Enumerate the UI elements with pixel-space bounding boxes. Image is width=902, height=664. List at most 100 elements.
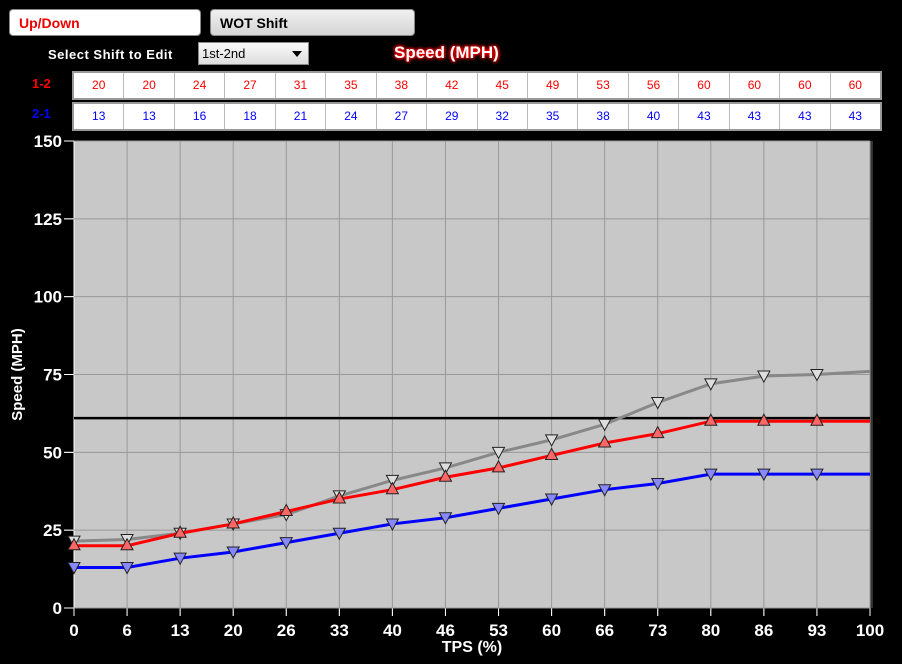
- shift-select-dropdown[interactable]: 1st-2nd: [198, 42, 309, 65]
- x-tick-label: 73: [648, 621, 667, 640]
- data-point-marker: [703, 413, 718, 426]
- data-point-marker: [385, 481, 400, 495]
- x-tick-label: 93: [807, 621, 826, 640]
- data-point-marker: [226, 546, 241, 560]
- data-point-marker: [279, 503, 294, 516]
- wot-shift-button[interactable]: WOT Shift: [210, 9, 415, 36]
- series-line: [74, 472, 870, 570]
- table-cell[interactable]: 45: [478, 73, 528, 98]
- table-cell[interactable]: 31: [276, 73, 327, 98]
- table-cell[interactable]: 40: [629, 104, 680, 129]
- data-point-marker: [173, 525, 187, 538]
- data-point-marker: [544, 434, 559, 447]
- series-line: [74, 419, 870, 548]
- x-axis-label: TPS (%): [442, 639, 502, 656]
- up-down-button[interactable]: Up/Down: [9, 9, 201, 36]
- table-cell[interactable]: 20: [124, 73, 175, 98]
- x-tick-label: 6: [122, 621, 131, 640]
- table-cell[interactable]: 32: [478, 104, 528, 129]
- data-point-marker: [597, 418, 612, 432]
- table-cell[interactable]: 13: [124, 104, 175, 129]
- data-point-marker: [226, 515, 241, 529]
- x-tick-label: 40: [383, 621, 402, 640]
- data-point-marker: [544, 447, 559, 460]
- table-cell[interactable]: 27: [225, 73, 276, 98]
- data-point-marker: [810, 413, 824, 426]
- upshift-row: 20 20 24 27 31 35 38 42 45 49 53 56 60 60 60 60: [72, 71, 882, 100]
- row-label-1-2: 1-2: [32, 76, 51, 91]
- chevron-down-icon: [292, 51, 302, 57]
- table-cell[interactable]: 13: [74, 104, 125, 129]
- data-point-marker: [597, 434, 612, 448]
- data-point-marker: [650, 477, 665, 491]
- table-cell[interactable]: 16: [175, 104, 226, 129]
- data-point-marker: [491, 459, 506, 473]
- y-tick-label: 75: [43, 366, 62, 385]
- table-cell[interactable]: 60: [780, 73, 831, 98]
- data-point-marker: [332, 527, 347, 541]
- x-tick-label: 66: [595, 621, 614, 640]
- y-tick-label: 0: [53, 599, 62, 618]
- x-tick-label: 86: [754, 621, 773, 640]
- data-point-marker: [438, 462, 453, 475]
- table-cell[interactable]: 60: [848, 78, 862, 92]
- x-tick-label: 53: [489, 621, 508, 640]
- data-point-marker: [491, 502, 506, 516]
- data-point-marker: [650, 425, 665, 439]
- data-point-marker: [703, 468, 718, 482]
- table-cell[interactable]: 43: [780, 104, 831, 129]
- table-cell[interactable]: 18: [225, 104, 276, 129]
- table-cell[interactable]: 29: [427, 104, 478, 129]
- downshift-row: 13 13 16 18 21 24 27 29 32 35 38 40 43 43 43 43: [72, 102, 882, 131]
- x-tick-label: 0: [69, 621, 78, 640]
- y-tick-label: 150: [34, 132, 62, 151]
- data-point-marker: [385, 518, 400, 531]
- table-cell[interactable]: 60: [679, 73, 730, 98]
- table-cell[interactable]: 38: [377, 73, 428, 98]
- table-cell[interactable]: 56: [629, 73, 680, 98]
- y-tick-label: 50: [43, 443, 62, 462]
- table-cell[interactable]: 24: [326, 104, 377, 129]
- table-cell[interactable]: 49: [528, 73, 579, 98]
- x-tick-label: 46: [436, 621, 455, 640]
- x-tick-label: 80: [701, 621, 720, 640]
- x-tick-label: 26: [277, 621, 296, 640]
- data-point-marker: [810, 369, 824, 382]
- table-cell[interactable]: 42: [427, 73, 478, 98]
- y-axis-label: Speed (MPH): [9, 328, 26, 421]
- x-tick-label: 13: [171, 621, 190, 640]
- table-cell[interactable]: 27: [377, 104, 428, 129]
- x-tick-label: 33: [330, 621, 349, 640]
- table-cell[interactable]: 21: [276, 104, 327, 129]
- y-tick-label: 25: [43, 521, 62, 540]
- data-point-marker: [810, 468, 824, 482]
- data-point-marker: [757, 413, 771, 426]
- data-point-marker: [385, 474, 400, 488]
- x-tick-label: 100: [856, 621, 884, 640]
- table-cell[interactable]: 20: [74, 73, 125, 98]
- row-label-2-1: 2-1: [32, 106, 51, 121]
- table-cell[interactable]: 43: [848, 109, 862, 123]
- data-point-marker: [67, 537, 81, 551]
- data-point-marker: [544, 493, 559, 507]
- data-point-marker: [650, 397, 665, 410]
- table-cell[interactable]: 35: [326, 73, 377, 98]
- data-point-marker: [757, 468, 771, 482]
- data-point-marker: [597, 484, 612, 497]
- table-cell[interactable]: 38: [578, 104, 629, 129]
- x-tick-label: 60: [542, 621, 561, 640]
- select-shift-label: Select Shift to Edit: [48, 47, 173, 62]
- data-point-marker: [332, 490, 347, 504]
- table-cell[interactable]: 24: [175, 73, 226, 98]
- y-tick-label: 125: [34, 210, 62, 229]
- data-point-marker: [757, 370, 771, 384]
- table-cell[interactable]: 53: [578, 73, 629, 98]
- table-cell[interactable]: 60: [730, 73, 781, 98]
- table-cell[interactable]: 35: [528, 104, 579, 129]
- data-point-marker: [438, 469, 453, 482]
- plot-edge: [870, 141, 873, 608]
- table-cell[interactable]: 43: [679, 104, 730, 129]
- table-cell[interactable]: 43: [730, 104, 781, 129]
- shift-select-value: 1st-2nd: [202, 46, 246, 61]
